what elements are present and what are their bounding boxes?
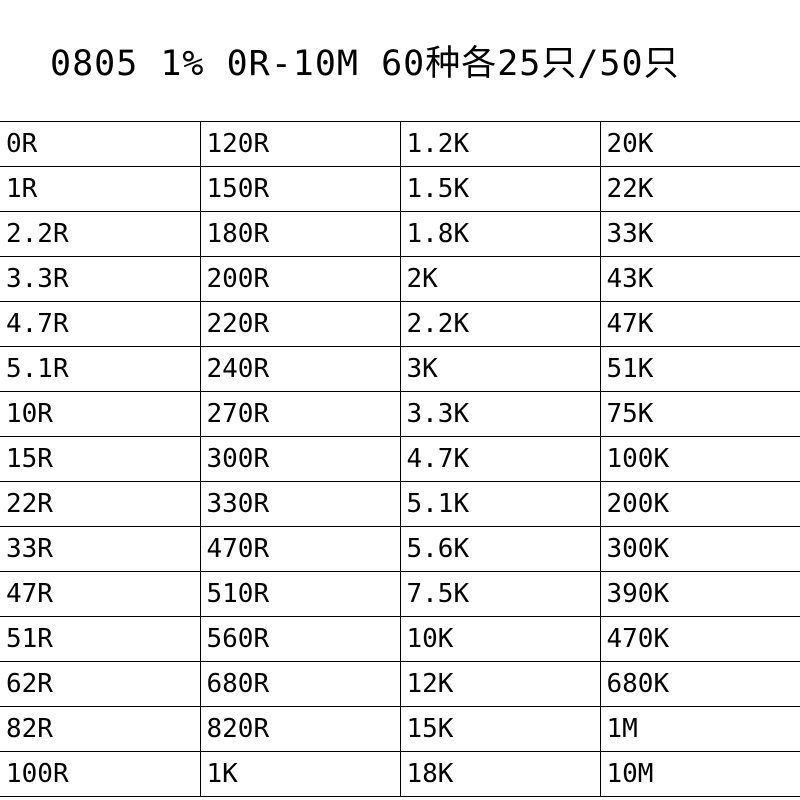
table-cell: 62R bbox=[0, 662, 200, 707]
page-title: 0805 1% 0R-10M 60种各25只/50只 bbox=[0, 0, 800, 121]
table-cell: 1.8K bbox=[400, 212, 600, 257]
table-cell: 820R bbox=[200, 707, 400, 752]
table-cell: 240R bbox=[200, 347, 400, 392]
table-cell: 1.2K bbox=[400, 122, 600, 167]
table-cell: 270R bbox=[200, 392, 400, 437]
resistor-values-table: 0R 120R 1.2K 20K 1R 150R 1.5K 22K 2.2R 1… bbox=[0, 121, 800, 797]
table-cell: 20K bbox=[600, 122, 800, 167]
table-row: 47R 510R 7.5K 390K bbox=[0, 572, 800, 617]
table-cell: 4.7R bbox=[0, 302, 200, 347]
table-cell: 3.3R bbox=[0, 257, 200, 302]
table-row: 62R 680R 12K 680K bbox=[0, 662, 800, 707]
table-cell: 7.5K bbox=[400, 572, 600, 617]
table-row: 5.1R 240R 3K 51K bbox=[0, 347, 800, 392]
table-cell: 22R bbox=[0, 482, 200, 527]
table-row: 0R 120R 1.2K 20K bbox=[0, 122, 800, 167]
table-cell: 300K bbox=[600, 527, 800, 572]
table-cell: 18K bbox=[400, 752, 600, 797]
table-cell: 5.1R bbox=[0, 347, 200, 392]
table-cell: 47K bbox=[600, 302, 800, 347]
table-cell: 120R bbox=[200, 122, 400, 167]
table-cell: 150R bbox=[200, 167, 400, 212]
table-cell: 2K bbox=[400, 257, 600, 302]
table-cell: 680K bbox=[600, 662, 800, 707]
table-cell: 220R bbox=[200, 302, 400, 347]
table-cell: 0R bbox=[0, 122, 200, 167]
table-cell: 5.6K bbox=[400, 527, 600, 572]
table-row: 22R 330R 5.1K 200K bbox=[0, 482, 800, 527]
table-body: 0R 120R 1.2K 20K 1R 150R 1.5K 22K 2.2R 1… bbox=[0, 122, 800, 797]
table-row: 100R 1K 18K 10M bbox=[0, 752, 800, 797]
table-cell: 4.7K bbox=[400, 437, 600, 482]
table-cell: 75K bbox=[600, 392, 800, 437]
table-cell: 680R bbox=[200, 662, 400, 707]
table-cell: 51K bbox=[600, 347, 800, 392]
table-cell: 180R bbox=[200, 212, 400, 257]
table-cell: 15R bbox=[0, 437, 200, 482]
table-cell: 1M bbox=[600, 707, 800, 752]
table-cell: 10R bbox=[0, 392, 200, 437]
table-cell: 2.2R bbox=[0, 212, 200, 257]
table-cell: 15K bbox=[400, 707, 600, 752]
table-row: 10R 270R 3.3K 75K bbox=[0, 392, 800, 437]
table-cell: 470R bbox=[200, 527, 400, 572]
table-row: 33R 470R 5.6K 300K bbox=[0, 527, 800, 572]
table-cell: 10K bbox=[400, 617, 600, 662]
table-cell: 200K bbox=[600, 482, 800, 527]
table-cell: 3K bbox=[400, 347, 600, 392]
table-row: 15R 300R 4.7K 100K bbox=[0, 437, 800, 482]
table-row: 51R 560R 10K 470K bbox=[0, 617, 800, 662]
table-cell: 470K bbox=[600, 617, 800, 662]
table-cell: 82R bbox=[0, 707, 200, 752]
table-cell: 560R bbox=[200, 617, 400, 662]
table-row: 4.7R 220R 2.2K 47K bbox=[0, 302, 800, 347]
table-cell: 100R bbox=[0, 752, 200, 797]
table-cell: 1K bbox=[200, 752, 400, 797]
table-cell: 5.1K bbox=[400, 482, 600, 527]
table-cell: 33K bbox=[600, 212, 800, 257]
table-cell: 10M bbox=[600, 752, 800, 797]
table-cell: 51R bbox=[0, 617, 200, 662]
table-cell: 22K bbox=[600, 167, 800, 212]
table-cell: 300R bbox=[200, 437, 400, 482]
table-row: 82R 820R 15K 1M bbox=[0, 707, 800, 752]
table-cell: 3.3K bbox=[400, 392, 600, 437]
page-container: 0805 1% 0R-10M 60种各25只/50只 0R 120R 1.2K … bbox=[0, 0, 800, 800]
table-cell: 510R bbox=[200, 572, 400, 617]
table-cell: 43K bbox=[600, 257, 800, 302]
table-cell: 12K bbox=[400, 662, 600, 707]
table-cell: 200R bbox=[200, 257, 400, 302]
table-cell: 330R bbox=[200, 482, 400, 527]
table-row: 1R 150R 1.5K 22K bbox=[0, 167, 800, 212]
table-cell: 47R bbox=[0, 572, 200, 617]
table-cell: 1.5K bbox=[400, 167, 600, 212]
table-cell: 2.2K bbox=[400, 302, 600, 347]
table-cell: 33R bbox=[0, 527, 200, 572]
table-cell: 1R bbox=[0, 167, 200, 212]
table-cell: 390K bbox=[600, 572, 800, 617]
table-row: 3.3R 200R 2K 43K bbox=[0, 257, 800, 302]
table-row: 2.2R 180R 1.8K 33K bbox=[0, 212, 800, 257]
table-cell: 100K bbox=[600, 437, 800, 482]
